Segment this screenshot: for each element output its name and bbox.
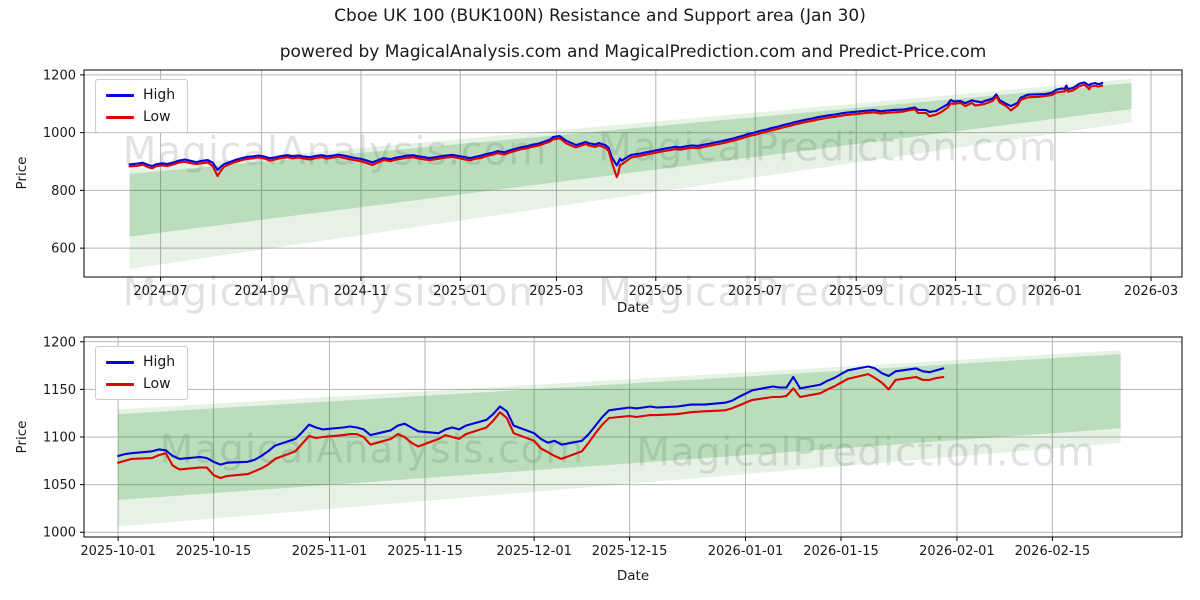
x-tick-label: 2025-10-01	[80, 544, 156, 559]
low-series-line	[128, 83, 1104, 179]
legend-label-high: High	[143, 354, 176, 370]
legend-label-low: Low	[143, 109, 171, 125]
x-tick-label: 2025-12-01	[496, 544, 572, 559]
support-resistance-inner-band	[129, 83, 1132, 237]
low-line-swatch	[106, 115, 134, 119]
high-line-swatch	[106, 93, 134, 97]
x-tick-label: 2026-02-01	[919, 544, 995, 559]
x-tick-label: 2025-12-15	[592, 544, 668, 559]
x-tick-label: 2025-05	[629, 284, 683, 299]
low-series-line	[117, 373, 945, 480]
low-line-swatch	[106, 382, 134, 386]
legend-top: High Low	[95, 79, 189, 133]
legend-bottom: High Low	[95, 346, 189, 400]
support-resistance-outer-band	[129, 78, 1132, 269]
axes-frame	[83, 336, 1183, 538]
watermark-analysis: MagicalAnalysis.com	[122, 129, 548, 175]
x-tick-label: 2025-11	[928, 284, 982, 299]
watermark-analysis: MagicalAnalysis.com	[122, 270, 548, 316]
x-tick-label: 2025-11-15	[387, 544, 463, 559]
y-tick-label: 1200	[43, 335, 76, 350]
y-tick-label: 1050	[43, 478, 76, 493]
y-tick-label: 1000	[43, 526, 76, 541]
legend-label-high: High	[143, 87, 176, 103]
axes-frame	[83, 69, 1183, 278]
y-tick-label: 600	[51, 242, 76, 257]
x-axis-label-bottom: Date	[616, 568, 650, 584]
figure-subtitle: powered by MagicalAnalysis.com and Magic…	[279, 42, 987, 62]
y-tick-label: 1150	[43, 383, 76, 398]
x-tick-label: 2025-01	[433, 284, 487, 299]
x-tick-label: 2026-03	[1124, 284, 1178, 299]
y-tick-label: 1100	[43, 431, 76, 446]
watermark-prediction: MagicalPrediction.com	[598, 270, 1058, 316]
x-tick-label: 2025-10-15	[176, 544, 252, 559]
x-tick-label: 2025-11-01	[292, 544, 368, 559]
x-tick-label: 2024-11	[334, 284, 388, 299]
x-tick-label: 2025-09	[829, 284, 883, 299]
x-tick-label: 2024-07	[133, 284, 187, 299]
y-axis-label-top: Price	[14, 156, 30, 190]
legend-label-low: Low	[143, 376, 171, 392]
x-tick-label: 2025-03	[529, 284, 583, 299]
figure-title: Cboe UK 100 (BUK100N) Resistance and Sup…	[334, 6, 866, 26]
y-axis-label-bottom: Price	[14, 420, 30, 454]
x-tick-label: 2026-01	[1028, 284, 1082, 299]
high-line-swatch	[106, 360, 134, 364]
high-series-line	[117, 365, 945, 466]
y-tick-label: 800	[51, 184, 76, 199]
legend-item-low: Low	[106, 109, 175, 125]
x-tick-label: 2026-01-15	[803, 544, 879, 559]
legend-item-high: High	[106, 354, 175, 370]
x-tick-label: 2026-01-01	[708, 544, 784, 559]
support-resistance-inner-band	[118, 354, 1121, 500]
x-axis-label-top: Date	[616, 300, 650, 316]
watermark-prediction: MagicalPrediction.com	[636, 430, 1096, 476]
x-tick-label: 2026-02-15	[1015, 544, 1091, 559]
x-tick-label: 2024-09	[234, 284, 288, 299]
support-resistance-outer-band	[118, 350, 1121, 527]
legend-item-high: High	[106, 87, 175, 103]
high-series-line	[128, 81, 1104, 171]
y-tick-label: 1000	[43, 126, 76, 141]
y-tick-label: 1200	[43, 68, 76, 83]
legend-item-low: Low	[106, 376, 175, 392]
x-tick-label: 2025-07	[728, 284, 782, 299]
